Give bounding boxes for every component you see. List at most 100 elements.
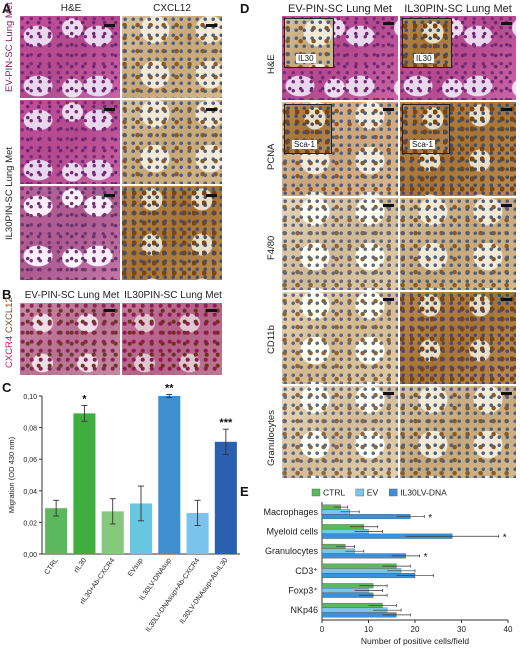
legend-label: IL30LV-DNA [400, 488, 447, 498]
x-tick-label: IL30LV-DNAsup+Ab-IL30 [179, 557, 230, 625]
scale-bar [501, 392, 512, 395]
scale-bar [206, 194, 217, 197]
panel-d-il30-pcna-inset-label: Sca-1 [410, 140, 435, 149]
legend-swatch [311, 488, 321, 497]
panel-e-label: E [240, 484, 249, 499]
scale-bar [383, 298, 394, 301]
x-tick-label: IL30LV-DNAsup+Ab-CXCR4 [145, 557, 201, 634]
panel-b-il30-image [122, 303, 222, 375]
bar [186, 512, 209, 554]
panel-d-il30-granulocytes-image [400, 386, 516, 478]
y-tick-label: 0,04 [23, 489, 37, 496]
panel-d-row-label-f480: F4/80 [266, 235, 277, 260]
panel-a-il30-he-image-1 [20, 100, 120, 184]
legend-label: EV [367, 488, 379, 498]
panel-d-ev-he-inset-label: IL30 [296, 54, 316, 63]
scale-bar [383, 108, 394, 111]
panel-d-header-il30: IL30PIN-SC Lung Met [404, 3, 512, 15]
panel-a-header-he: H&E [60, 3, 82, 14]
scale-bar [104, 24, 115, 27]
x-tick-label: EVsup [127, 557, 145, 578]
y-tick-label: 0,10 [23, 394, 37, 401]
panel-a-header-cxcl12: CXCL12 [153, 3, 191, 14]
panel-a-label: A [2, 1, 12, 16]
panel-c-chart: 0,00 0,02 0,04 0,06 0,08 0,10 Migration (OD 43… [7, 384, 240, 634]
bar [214, 441, 237, 554]
panel-b-header-ev: EV-PIN-SC Lung Met [24, 290, 120, 301]
y-tick-label: CD3⁺ [295, 566, 318, 576]
x-tick-label: rIL30 [73, 557, 88, 574]
panel-d-il30-he-inset-label: IL30 [414, 54, 434, 63]
panel-a-il30-cxcl12-image-1 [122, 100, 222, 184]
panel-a-ev-he-image [20, 16, 120, 98]
legend-swatch [355, 488, 365, 497]
y-tick-label: 0,08 [23, 426, 37, 433]
scale-bar [206, 24, 217, 27]
y-tick-label: NKp46 [290, 605, 318, 615]
y-tick-label: Myeloid cells [266, 527, 318, 537]
cxcl12-label: CXCL12 [4, 297, 15, 334]
y-tick-label: Granulocytes [265, 546, 319, 556]
panel-c-plot: 0,00 0,02 0,04 0,06 0,08 0,10 Migration (OD 43… [7, 384, 240, 634]
panel-d-ev-granulocytes-image [282, 386, 398, 478]
significance-label: *** [219, 417, 233, 429]
x-tick-label: 30 [457, 625, 466, 634]
scale-bar [104, 309, 115, 312]
scale-bar [206, 108, 217, 111]
panel-a-row-label-il30: IL30PIN-SC Lung Met [4, 147, 15, 240]
panel-a-row-label-ev: EV-PIN-SC Lung Met [4, 2, 15, 92]
scale-bar [206, 309, 217, 312]
bar [73, 413, 96, 554]
y-tick-label: Foxp3⁺ [288, 586, 318, 596]
panel-d-label: D [240, 1, 250, 16]
panel-d-row-label-cd11b: CD11b [266, 325, 277, 354]
scale-bar [383, 392, 394, 395]
panel-b-header-il30: IL30PIN-SC Lung Met [124, 290, 222, 301]
scale-bar [104, 194, 115, 197]
bar [129, 503, 153, 554]
scale-bar [501, 22, 512, 25]
panel-d-row-label-granulocytes: Granulocytes [266, 410, 277, 466]
x-tick-label: 40 [504, 625, 513, 634]
scale-bar [383, 22, 394, 25]
panel-d-ev-pcna-inset-label: Sca-1 [292, 140, 317, 149]
x-tick-label: 20 [411, 625, 420, 634]
y-axis-label: Migration (OD 430 nm) [7, 436, 16, 513]
scale-bar [501, 204, 512, 207]
panel-c-label: C [2, 380, 12, 395]
panel-a-il30-cxcl12-image-2 [122, 186, 222, 280]
panel-d-row-label-pcna: PCNA [266, 143, 277, 170]
panel-d-ev-cd11b-image [282, 292, 398, 384]
panel-d-il30-f480-image [400, 198, 516, 290]
significance-label: ** [165, 384, 174, 394]
y-tick-label: 0,02 [23, 520, 37, 527]
scale-bar [104, 108, 115, 111]
x-tick-label: 0 [320, 625, 325, 634]
bar [101, 511, 124, 554]
y-tick-label: 0,06 [23, 457, 37, 464]
panel-a-il30-he-image-2 [20, 186, 120, 280]
significance-label: * [424, 552, 428, 563]
scale-bar [501, 298, 512, 301]
x-tick-label: 10 [364, 625, 373, 634]
legend-swatch [388, 488, 398, 497]
scale-bar [383, 204, 394, 207]
legend-label: CTRL [323, 488, 345, 498]
panel-b-stain-label: CXCR4 CXCL12 [4, 297, 15, 368]
y-tick-label: Macrophages [263, 507, 318, 517]
panel-d-header-ev: EV-PIN-SC Lung Met [288, 3, 392, 15]
significance-label: * [428, 513, 432, 524]
y-tick-label: 0,00 [23, 552, 37, 559]
significance-label: * [503, 533, 507, 544]
cxcr4-label: CXCR4 [4, 335, 15, 368]
significance-label: * [82, 393, 87, 405]
panel-e-plot: CTRL EV IL30LV-DNA 0 10 20 30 40 Number of posit… [263, 488, 513, 647]
panel-b-ev-image [20, 303, 120, 375]
panel-d-il30-cd11b-image [400, 292, 516, 384]
x-axis-label: Number of positive cells/field [361, 636, 469, 646]
panel-d-ev-f480-image [282, 198, 398, 290]
bar [45, 508, 68, 554]
panel-d-row-label-he: H&E [266, 54, 277, 74]
scale-bar [501, 108, 512, 111]
panel-b-label: B [2, 287, 12, 302]
